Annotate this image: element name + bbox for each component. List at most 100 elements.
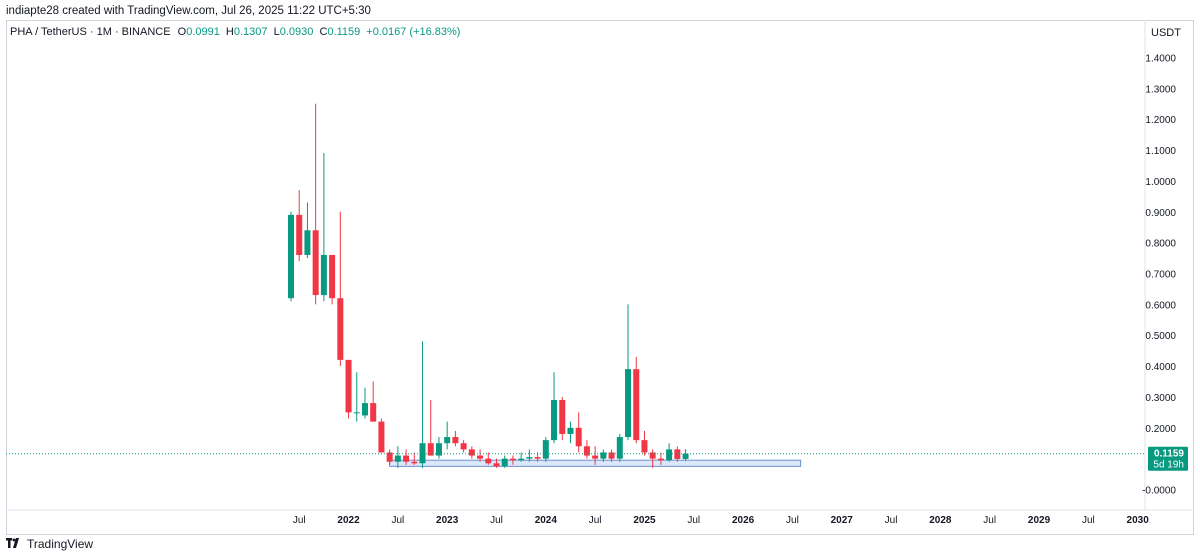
time-tick-label: 2023	[436, 515, 459, 526]
candle-body	[674, 449, 681, 459]
candle-body	[633, 369, 640, 441]
candle	[526, 449, 533, 462]
time-tick-label: 2030	[1127, 515, 1150, 526]
brand-name[interactable]: TradingView	[27, 536, 94, 551]
candle-body	[542, 440, 549, 459]
time-tick-label: Jul	[786, 515, 799, 526]
candle-body	[296, 214, 303, 255]
price-tick-label: 0.2000	[1145, 424, 1176, 435]
price-tick-label: 0.7000	[1145, 269, 1176, 280]
candle	[345, 359, 352, 419]
candle-body	[427, 443, 434, 456]
candle	[682, 449, 689, 461]
close-value: 0.1159	[327, 26, 361, 38]
price-tick-label: 0.8000	[1145, 239, 1176, 250]
time-tick-label: 2024	[535, 515, 558, 526]
candle	[575, 412, 582, 453]
price-ticks: 1.4000 1.3000 1.2000 1.1000 1.0000 0.9000 0.80…	[1142, 53, 1176, 496]
candle	[460, 440, 467, 453]
candle-body	[567, 427, 574, 434]
candle	[411, 452, 418, 465]
time-tick-label: 2029	[1028, 515, 1051, 526]
open-label: O	[177, 26, 187, 38]
candle	[403, 449, 410, 465]
tradingview-logo-icon[interactable]	[6, 536, 22, 551]
candle-body	[501, 458, 508, 467]
symbol-name[interactable]: PHA / TetherUS · 1M · BINANCE	[10, 26, 171, 38]
time-tick-label: 2026	[732, 515, 755, 526]
close-label: C	[319, 26, 328, 38]
candle-body	[435, 443, 442, 456]
candle	[559, 396, 566, 441]
time-tick-label: 2027	[831, 515, 854, 526]
price-tick-label: 1.3000	[1145, 84, 1176, 95]
candle-body	[312, 230, 319, 296]
candle	[518, 452, 525, 462]
candle	[304, 202, 311, 259]
time-tick-label: Jul	[885, 515, 898, 526]
candle	[361, 387, 368, 419]
candle-body	[526, 457, 533, 459]
candle	[378, 418, 385, 453]
candle-body	[361, 403, 368, 416]
candle-body	[534, 457, 541, 459]
candle-body	[386, 452, 393, 462]
candle-body	[493, 463, 500, 467]
candle	[427, 400, 434, 456]
candle	[329, 254, 336, 305]
time-tick-label: Jul	[293, 515, 306, 526]
candle	[468, 446, 475, 459]
price-tick-label: 1.0000	[1145, 177, 1176, 188]
candle-body	[452, 437, 459, 444]
candle-body	[509, 458, 516, 461]
candle	[337, 211, 344, 367]
candle-body	[666, 449, 673, 461]
candles	[288, 103, 689, 468]
candle-body	[304, 230, 311, 255]
candle-body	[337, 298, 344, 360]
candle	[616, 433, 623, 462]
candle	[641, 430, 648, 456]
candle-body	[608, 452, 615, 459]
price-tick-label: 0.3000	[1145, 393, 1176, 404]
candle	[394, 446, 401, 468]
footer: TradingView	[6, 536, 93, 551]
open-value: 0.0991	[186, 26, 220, 38]
price-tick-label: -0.0000	[1142, 486, 1176, 497]
chart-panel[interactable]	[6, 20, 1194, 535]
candle	[649, 449, 656, 468]
low-label: L	[273, 26, 280, 38]
candle-body	[419, 443, 426, 464]
candle	[320, 153, 327, 302]
candle-body	[320, 254, 327, 296]
price-tick-label: 1.1000	[1145, 146, 1176, 157]
time-tick-label: Jul	[983, 515, 996, 526]
high-value: 0.1307	[233, 26, 268, 38]
candle	[386, 449, 393, 465]
candle-body	[575, 427, 582, 447]
time-tick-label: Jul	[687, 515, 700, 526]
candle-body	[625, 369, 632, 438]
candle	[542, 437, 549, 462]
candle-body	[444, 437, 451, 444]
candle	[633, 356, 640, 444]
time-tick-label: 2028	[929, 515, 952, 526]
candle-body	[403, 455, 410, 462]
candle-body	[518, 458, 525, 461]
candle-body	[485, 458, 492, 464]
candle	[444, 421, 451, 450]
candle	[592, 446, 599, 465]
candle-body	[411, 461, 418, 464]
candle-body	[682, 453, 689, 459]
change-value: +0.0167 (+16.83%)	[366, 26, 461, 38]
candle-body	[394, 455, 401, 462]
candle	[435, 437, 442, 459]
candle-body	[641, 440, 648, 453]
time-tick-label: 2022	[337, 515, 360, 526]
candle	[353, 372, 360, 422]
candle	[370, 381, 377, 422]
time-tick-label: Jul	[1082, 515, 1095, 526]
candle-body	[378, 421, 385, 453]
candle	[493, 458, 500, 468]
